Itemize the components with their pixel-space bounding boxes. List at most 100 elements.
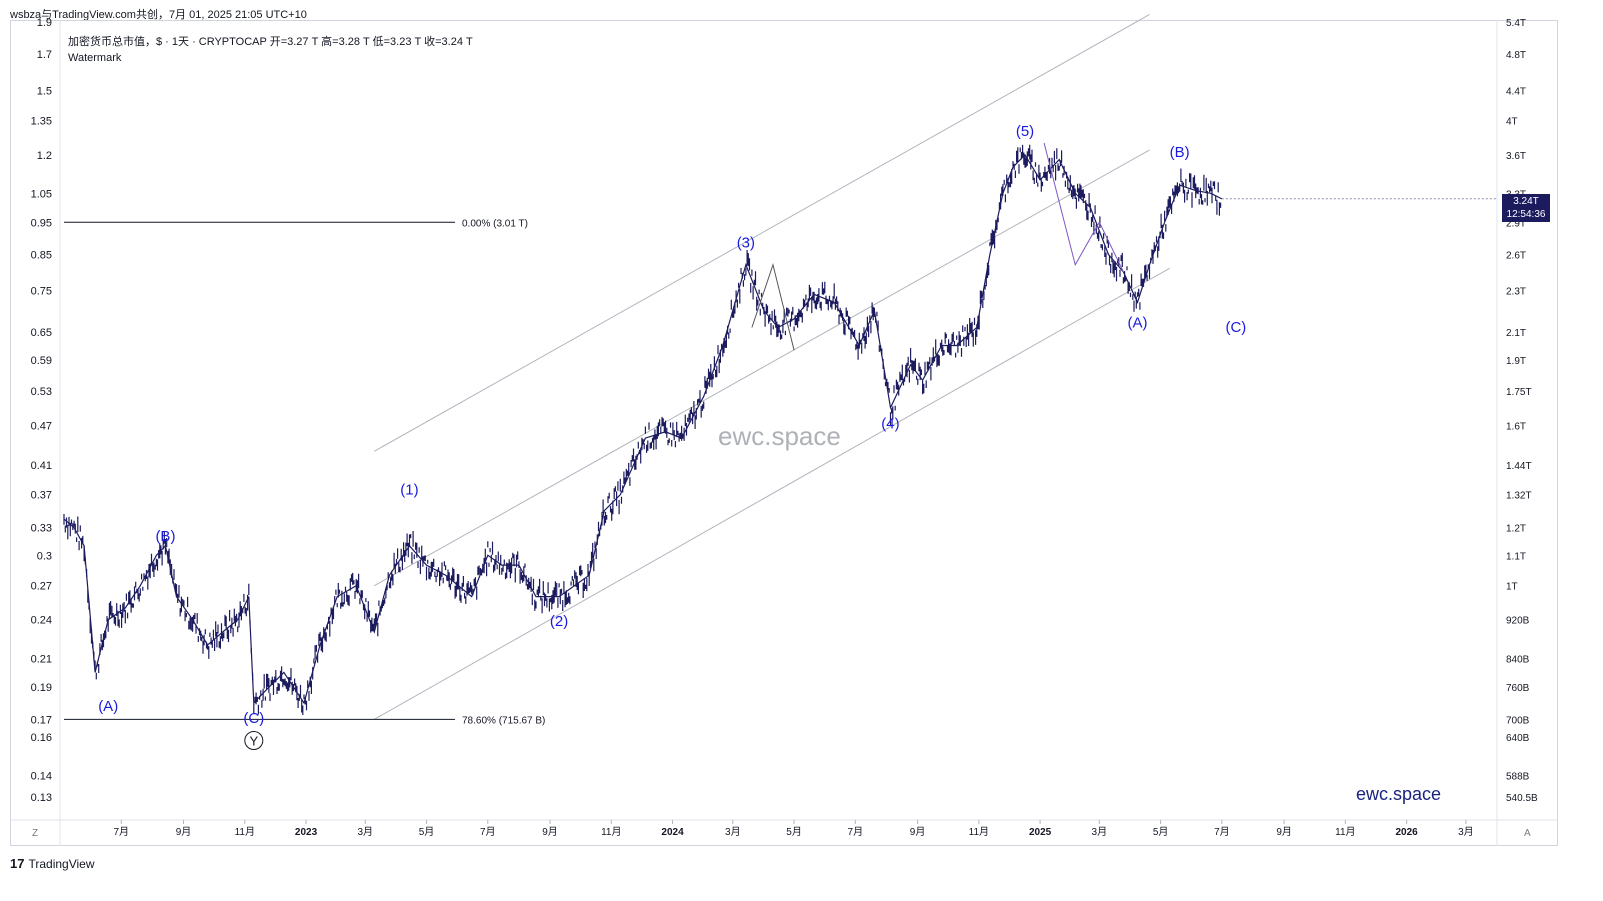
time-tick-label: 11月 bbox=[969, 826, 989, 838]
triangle-pattern-1 bbox=[751, 262, 795, 351]
right-tick-label: 920B bbox=[1506, 616, 1530, 627]
time-tick-label: 2026 bbox=[1395, 827, 1418, 838]
right-tick-label: 2.3T bbox=[1506, 287, 1526, 298]
left-tick-label: 1.35 bbox=[31, 116, 52, 128]
left-tick-label: 0.27 bbox=[31, 581, 52, 593]
last-price-tag: 3.24T 12:54:36 bbox=[1502, 194, 1550, 222]
right-tick-label: 4T bbox=[1506, 117, 1518, 128]
right-tick-label: 700B bbox=[1506, 715, 1530, 726]
time-tick-label: 3月 bbox=[725, 826, 741, 838]
right-tick-label: 1.1T bbox=[1506, 551, 1526, 562]
left-tick-label: 0.13 bbox=[31, 792, 52, 804]
last-price-value: 3.24T bbox=[1513, 196, 1539, 207]
right-tick-label: 5.4T bbox=[1506, 18, 1526, 29]
left-tick-label: 0.33 bbox=[31, 523, 52, 535]
tradingview-name[interactable]: TradingView bbox=[28, 856, 95, 871]
footer: 17 TradingView bbox=[10, 856, 95, 871]
left-tick-label: 1.05 bbox=[31, 188, 52, 200]
right-tick-label: 540.5B bbox=[1506, 793, 1538, 804]
left-tick-label: 0.75 bbox=[31, 286, 52, 298]
time-tick-label: 3月 bbox=[357, 826, 373, 838]
right-tick-label: 588B bbox=[1506, 771, 1530, 782]
wave-label: (A) bbox=[1127, 314, 1147, 331]
wave-label: Y bbox=[249, 734, 258, 749]
price-bars bbox=[63, 144, 1222, 715]
left-tick-label: 0.19 bbox=[31, 682, 52, 694]
time-tick-label: 11月 bbox=[601, 826, 621, 838]
time-tick-label: 9月 bbox=[1276, 826, 1292, 838]
time-tick-label: 2024 bbox=[661, 827, 684, 838]
wave-label: (A) bbox=[98, 698, 118, 715]
right-tick-label: 1T bbox=[1506, 582, 1518, 593]
left-tick-label: 0.59 bbox=[31, 355, 52, 367]
time-tick-label: 11月 bbox=[1335, 826, 1355, 838]
right-tick-label: 2.9T bbox=[1506, 218, 1526, 229]
right-tick-label: 2.6T bbox=[1506, 250, 1526, 261]
left-tick-label: 1.2 bbox=[37, 150, 52, 162]
time-tick-label: 2023 bbox=[295, 827, 318, 838]
symbol-legend: 加密货币总市值，$ · 1天 · CRYPTOCAP 开=3.27 T 高=3.… bbox=[68, 34, 473, 66]
time-tick-label: 5月 bbox=[786, 826, 802, 838]
right-tick-label: 4.4T bbox=[1506, 86, 1526, 97]
fib-level-label: 0.00% (3.01 T) bbox=[462, 218, 528, 229]
wave-label: (3) bbox=[737, 235, 755, 252]
left-tick-label: 0.14 bbox=[31, 770, 52, 782]
left-tick-label: 0.21 bbox=[31, 653, 52, 665]
time-tick-label: 7月 bbox=[1214, 826, 1230, 838]
right-tick-label: 1.6T bbox=[1506, 422, 1526, 433]
wave-y-circle bbox=[244, 731, 264, 751]
time-tick-label: 11月 bbox=[235, 826, 255, 838]
right-tick-label: 1.32T bbox=[1506, 491, 1532, 502]
wave-label: (B) bbox=[155, 528, 175, 545]
wave-label: (2) bbox=[550, 613, 568, 630]
wave-label: (5) bbox=[1016, 123, 1034, 140]
left-tick-label: 1.7 bbox=[37, 49, 52, 61]
wave-label: (4) bbox=[881, 416, 899, 433]
right-tick-label: 1.75T bbox=[1506, 387, 1532, 398]
triangle-pattern-2 bbox=[1043, 142, 1124, 273]
right-tick-label: 1.2T bbox=[1506, 524, 1526, 535]
time-tick-label: 3月 bbox=[1092, 826, 1108, 838]
left-tick-label: 0.24 bbox=[31, 615, 52, 627]
time-tick-label: 3月 bbox=[1458, 826, 1474, 838]
right-tick-label: 1.9T bbox=[1506, 356, 1526, 367]
bar-countdown: 12:54:36 bbox=[1506, 209, 1546, 220]
right-tick-label: 2.1T bbox=[1506, 328, 1526, 339]
channel-line bbox=[374, 149, 1150, 587]
left-tick-label: 0.53 bbox=[31, 386, 52, 398]
tradingview-logo-icon[interactable]: 17 bbox=[10, 856, 25, 871]
time-tick-label: 7月 bbox=[480, 826, 496, 838]
chart-frame[interactable] bbox=[10, 20, 1558, 846]
right-tick-label: 3.6T bbox=[1506, 151, 1526, 162]
timezone-button[interactable]: Z bbox=[32, 828, 39, 839]
symbol-ohlc-line: 加密货币总市值，$ · 1天 · CRYPTOCAP 开=3.27 T 高=3.… bbox=[68, 36, 473, 48]
left-tick-label: 0.85 bbox=[31, 249, 52, 261]
channel-line bbox=[374, 14, 1150, 452]
time-tick-label: 9月 bbox=[910, 826, 926, 838]
wave-label: (B) bbox=[1170, 144, 1190, 161]
left-tick-label: 1.9 bbox=[37, 17, 52, 29]
left-tick-label: 0.47 bbox=[31, 421, 52, 433]
left-tick-label: 0.16 bbox=[31, 732, 52, 744]
left-tick-label: 0.65 bbox=[31, 327, 52, 339]
right-tick-label: 760B bbox=[1506, 683, 1530, 694]
price-line bbox=[63, 153, 1223, 705]
watermark-label: Watermark bbox=[68, 52, 122, 64]
wave-label: (1) bbox=[400, 482, 418, 499]
time-tick-label: 7月 bbox=[848, 826, 864, 838]
center-watermark: ewc.space bbox=[718, 421, 841, 451]
left-tick-label: 0.41 bbox=[31, 460, 52, 472]
wave-label: (C) bbox=[243, 710, 264, 727]
wave-label: (C) bbox=[1225, 319, 1246, 336]
right-tick-label: 640B bbox=[1506, 733, 1530, 744]
left-tick-label: 0.37 bbox=[31, 490, 52, 502]
fib-level-label: 78.60% (715.67 B) bbox=[462, 715, 545, 726]
left-tick-label: 0.17 bbox=[31, 714, 52, 726]
brand-watermark: ewc.space bbox=[1356, 784, 1442, 804]
left-tick-label: 0.3 bbox=[37, 550, 52, 562]
right-tick-label: 1.44T bbox=[1506, 461, 1532, 472]
time-tick-label: 9月 bbox=[176, 826, 192, 838]
right-tick-label: 4.8T bbox=[1506, 50, 1526, 61]
auto-scale-button[interactable]: A bbox=[1524, 828, 1531, 839]
